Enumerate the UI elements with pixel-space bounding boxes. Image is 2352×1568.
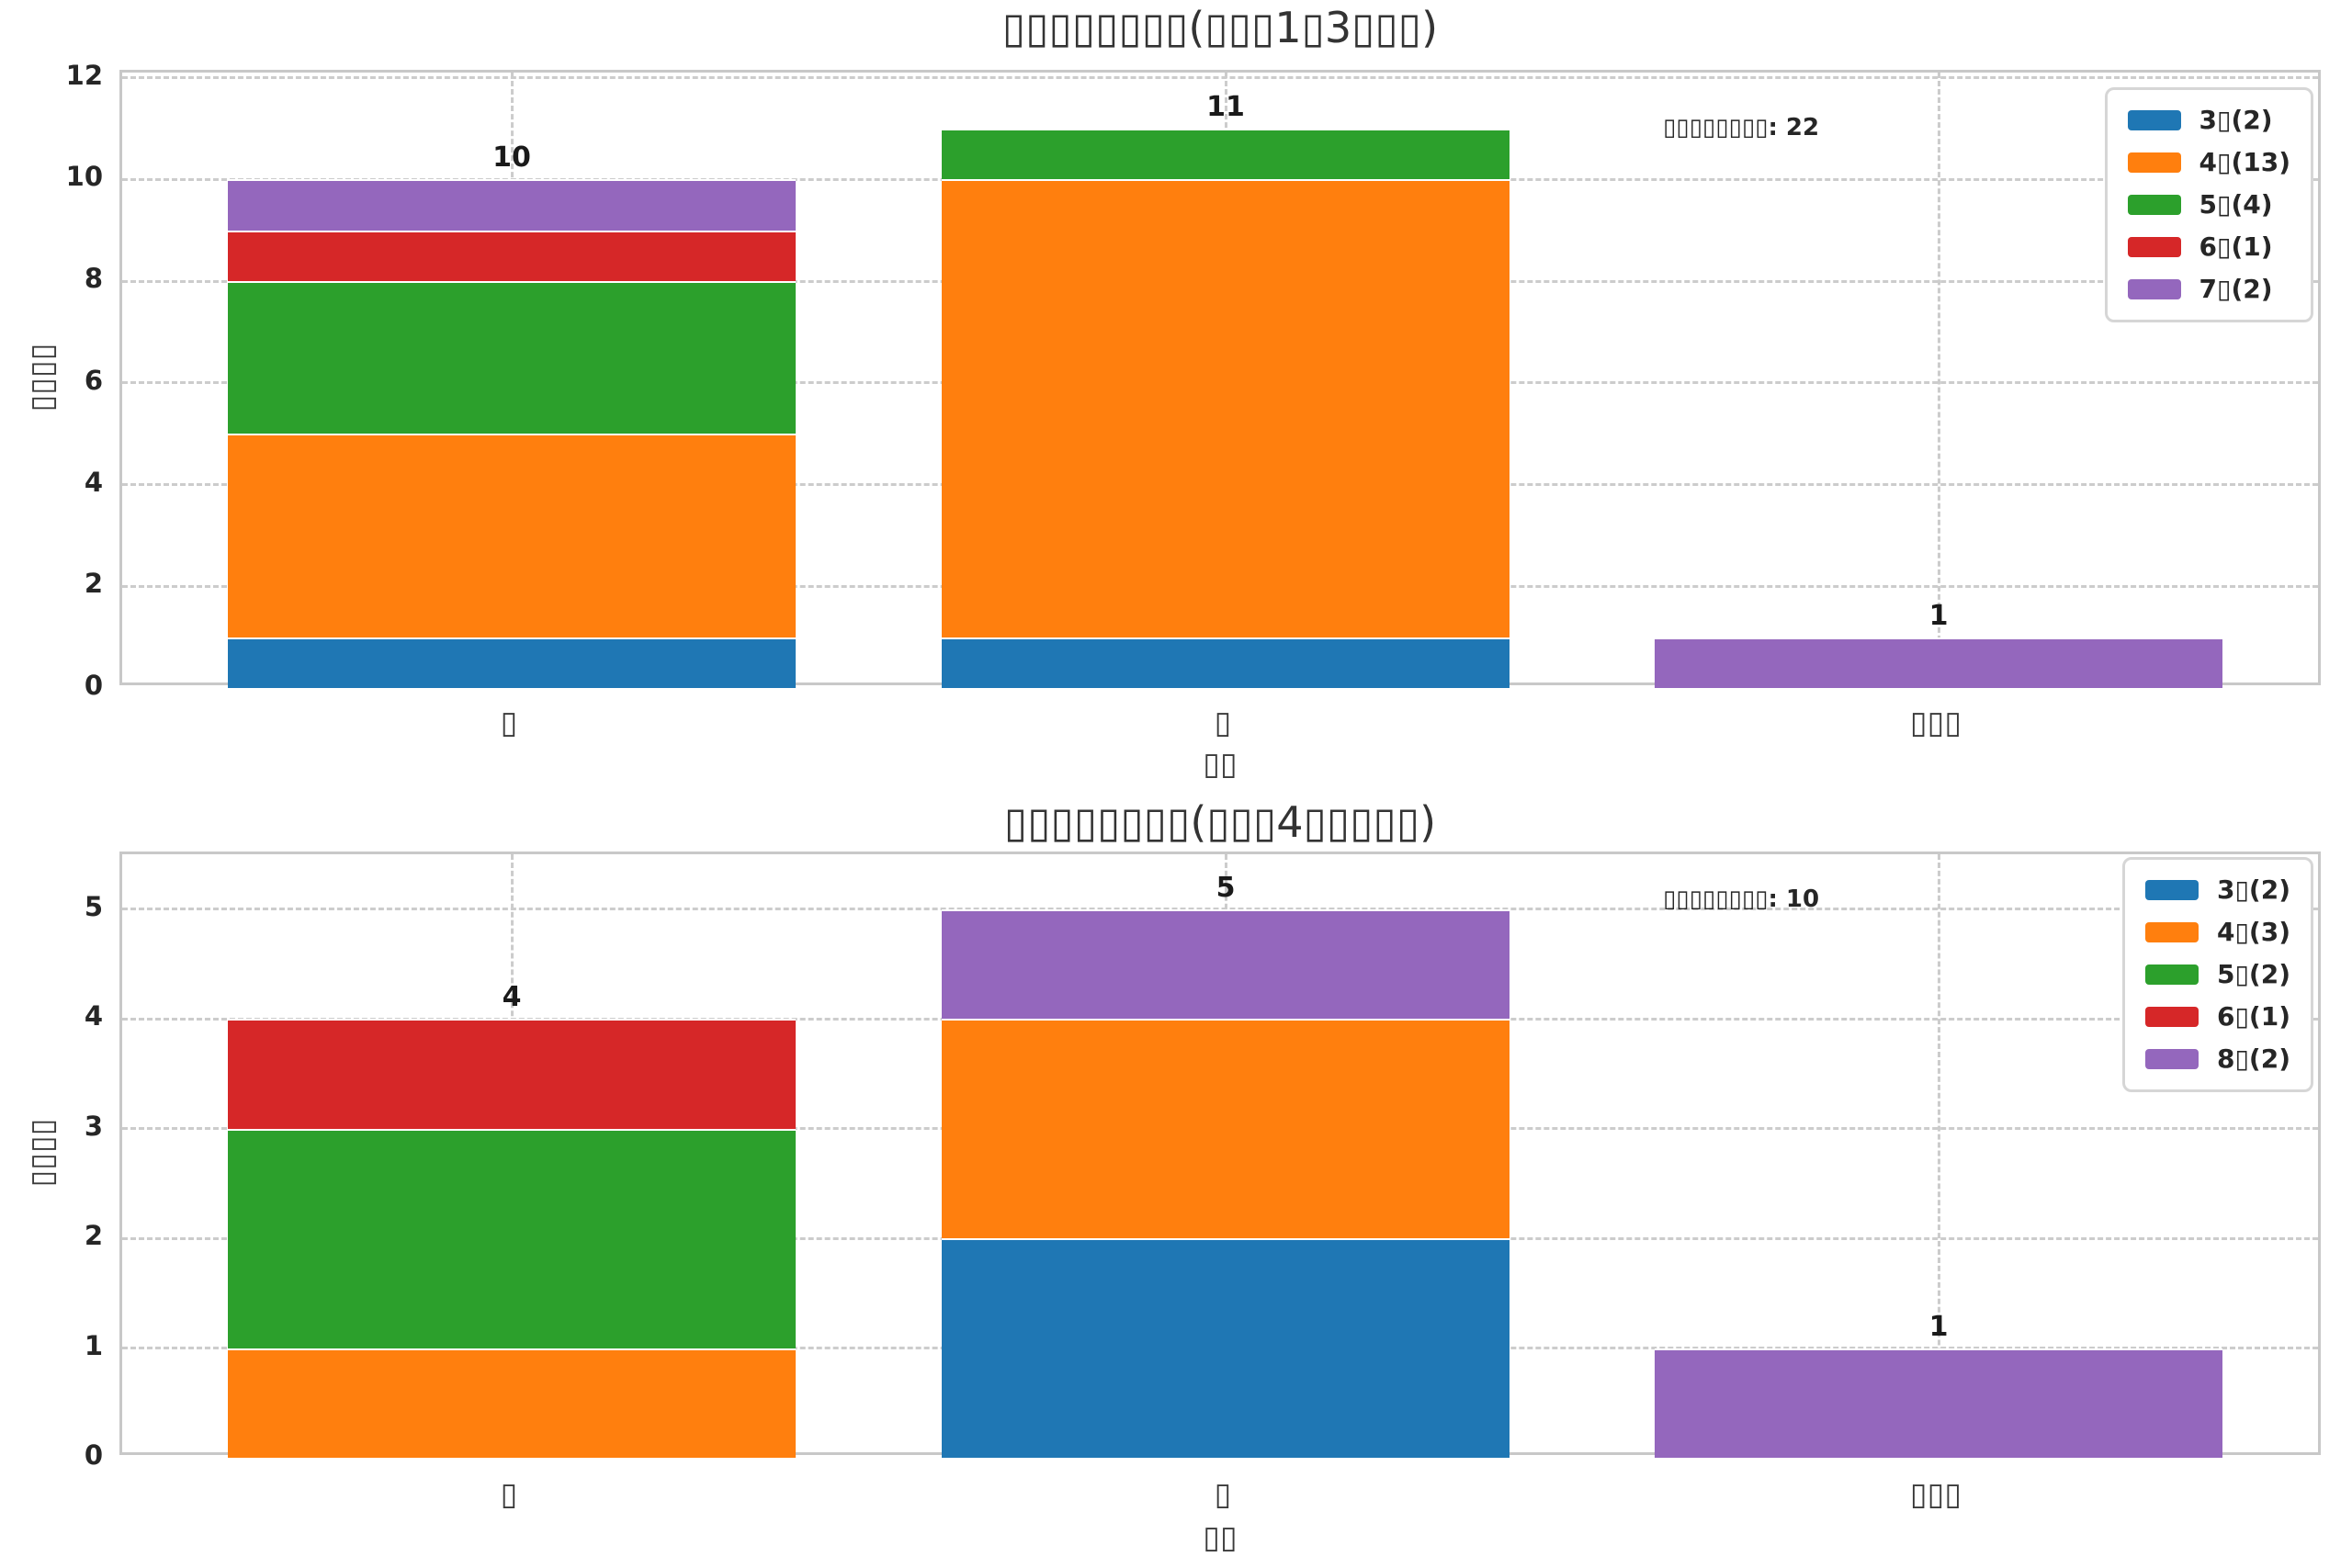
- y-axis-tick-label: 0: [84, 670, 103, 701]
- bar-total-label: 1: [1928, 599, 1949, 632]
- legend-label: 4▯(3): [2217, 917, 2290, 947]
- y-axis-tick-label: 4: [84, 466, 103, 498]
- bar-segment: [1655, 1348, 2222, 1458]
- legend-label: 5▯(2): [2217, 959, 2290, 989]
- legend-item: 3▯(2): [2127, 105, 2290, 136]
- bar-segment: [228, 1019, 796, 1129]
- gridline-horizontal: [122, 76, 2318, 80]
- chart-top-plot-area: 10 11 1: [119, 70, 2321, 688]
- bar-total-label: 4: [502, 981, 522, 1014]
- y-axis-tick-label: 1: [84, 1329, 103, 1361]
- legend-label: 4▯(13): [2199, 147, 2290, 177]
- legend-label: 3▯(2): [2199, 105, 2273, 135]
- bar-segment: [942, 179, 1510, 637]
- chart-top-x-axis-label: ▯▯: [1203, 746, 1238, 783]
- bar-segment: [1655, 637, 2222, 688]
- bar-total-label: 5: [1216, 871, 1236, 904]
- gridline-vertical: [1937, 854, 1940, 1452]
- bar-segment: [942, 128, 1510, 180]
- legend-swatch: [2145, 922, 2199, 942]
- bar-total-label: 11: [1206, 90, 1245, 123]
- chart-bottom-plot-area: 4 5 1: [119, 852, 2321, 1458]
- legend-label: 8▯(2): [2217, 1043, 2290, 1074]
- legend-item: 6▯(1): [2145, 1001, 2290, 1032]
- legend-item: 7▯(2): [2127, 274, 2290, 305]
- bar-total-label: 10: [492, 141, 531, 175]
- bar-segment: [942, 1019, 1510, 1239]
- y-axis-tick-label: 10: [65, 161, 103, 193]
- legend-item: 4▯(3): [2145, 917, 2290, 948]
- bar-segment: [942, 908, 1510, 1020]
- gridline-vertical: [1937, 73, 1940, 682]
- legend-item: 8▯(2): [2145, 1043, 2290, 1075]
- y-axis-tick-label: 0: [84, 1439, 103, 1471]
- y-axis-tick-label: 2: [84, 1220, 103, 1252]
- chart-top-grand-total-annotation: ▯▯▯▯▯▯▯▯: 22: [1663, 114, 1820, 141]
- x-axis-tick-label: ▯▯▯: [1909, 1476, 1962, 1513]
- y-axis-tick-label: 2: [84, 568, 103, 600]
- legend-label: 5▯(4): [2199, 189, 2273, 220]
- chart-top: ▯▯▯▯▯▯▯▯(▯▯▯1▯3▯▯▯) ▯▯▯▯ 10 11 1 ▯▯▯▯▯▯▯▯:…: [24, 3, 2321, 783]
- legend-swatch: [2145, 964, 2199, 985]
- x-axis-tick-label: ▯: [500, 705, 518, 741]
- bar-segment: [228, 281, 796, 434]
- y-axis-tick-label: 12: [65, 59, 103, 91]
- chart-bottom-title: ▯▯▯▯▯▯▯▯(▯▯▯4▯▯▯▯▯): [1003, 797, 1437, 847]
- chart-top-legend: 3▯(2) 4▯(13) 5▯(4) 6▯(1) 7▯(2): [2104, 87, 2313, 322]
- bar-segment: [228, 637, 796, 688]
- legend-swatch: [2127, 152, 2181, 173]
- legend-item: 3▯(2): [2145, 874, 2290, 906]
- bar-total-label: 1: [1928, 1310, 1949, 1343]
- bar-segment: [228, 179, 796, 231]
- x-axis-tick-label: ▯▯▯: [1909, 705, 1962, 741]
- legend-swatch: [2127, 195, 2181, 215]
- y-axis-tick-label: 6: [84, 364, 103, 396]
- y-axis-tick-label: 8: [84, 263, 103, 295]
- bar-segment: [942, 1238, 1510, 1458]
- legend-swatch: [2127, 110, 2181, 130]
- legend-label: 6▯(1): [2217, 1001, 2290, 1032]
- y-axis-tick-label: 5: [84, 890, 103, 922]
- legend-swatch: [2145, 1049, 2199, 1069]
- legend-swatch: [2145, 1007, 2199, 1027]
- chart-bottom-x-axis-label: ▯▯: [1203, 1519, 1238, 1556]
- bar-segment: [228, 230, 796, 281]
- legend-item: 6▯(1): [2127, 231, 2290, 263]
- bar-segment: [942, 637, 1510, 688]
- legend-swatch: [2127, 279, 2181, 299]
- y-axis-tick-label: 3: [84, 1110, 103, 1142]
- legend-item: 5▯(4): [2127, 189, 2290, 220]
- bar-segment: [228, 1348, 796, 1458]
- x-axis-tick-label: ▯: [1214, 1476, 1232, 1513]
- bar-segment: [228, 1128, 796, 1348]
- chart-bottom-legend: 3▯(2) 4▯(3) 5▯(2) 6▯(1) 8▯(2): [2122, 857, 2313, 1092]
- x-axis-tick-label: ▯: [1214, 705, 1232, 741]
- legend-label: 6▯(1): [2199, 231, 2273, 262]
- bar-segment: [228, 434, 796, 637]
- chart-bottom-grand-total-annotation: ▯▯▯▯▯▯▯▯: 10: [1663, 886, 1820, 913]
- y-axis-tick-label: 4: [84, 1000, 103, 1032]
- legend-label: 3▯(2): [2217, 874, 2290, 905]
- x-axis-tick-label: ▯: [500, 1476, 518, 1513]
- legend-item: 4▯(13): [2127, 147, 2290, 178]
- legend-swatch: [2145, 880, 2199, 900]
- legend-label: 7▯(2): [2199, 274, 2273, 304]
- legend-item: 5▯(2): [2145, 959, 2290, 990]
- legend-swatch: [2127, 237, 2181, 257]
- chart-top-title: ▯▯▯▯▯▯▯▯(▯▯▯1▯3▯▯▯): [1001, 3, 1439, 52]
